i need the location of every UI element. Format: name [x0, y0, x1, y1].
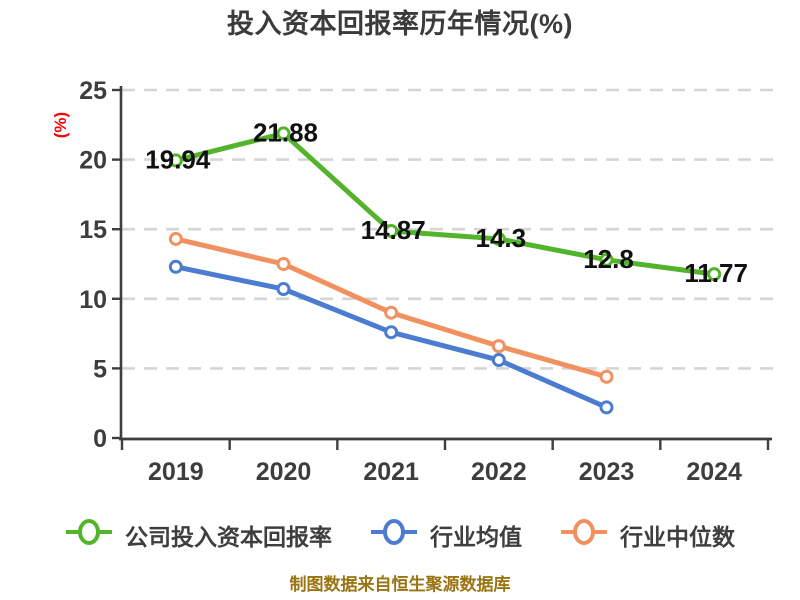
svg-text:2021: 2021 [363, 458, 419, 486]
svg-text:19.94: 19.94 [145, 144, 211, 174]
legend-item-industry-median[interactable]: 行业中位数 [560, 517, 735, 552]
svg-text:2019: 2019 [148, 458, 204, 486]
svg-text:15: 15 [79, 216, 107, 244]
legend-marker-industry-median-icon [560, 517, 608, 552]
svg-text:14.3: 14.3 [476, 223, 527, 253]
data-labels: 19.94 21.88 14.87 14.3 12.8 11.77 [145, 117, 748, 288]
legend-label-industry-median: 行业中位数 [620, 523, 735, 550]
svg-text:2020: 2020 [256, 458, 312, 486]
svg-text:5: 5 [93, 355, 107, 383]
legend-label-industry-average: 行业均值 [430, 523, 522, 550]
legend-label-company: 公司投入资本回报率 [125, 523, 332, 550]
y-axis: 0 5 10 15 20 25 [79, 77, 123, 453]
svg-text:14.87: 14.87 [361, 215, 426, 245]
legend-marker-industry-average-icon [370, 517, 418, 552]
chart-title: 投入资本回报率历年情况(%) [227, 9, 573, 39]
legend-item-company[interactable]: 公司投入资本回报率 [65, 517, 332, 552]
x-axis: 2019 2020 2021 2022 2023 2024 [119, 437, 772, 486]
data-source-note: 制图数据来自恒生聚源数据库 [289, 575, 511, 594]
svg-text:2022: 2022 [471, 458, 527, 486]
svg-text:12.8: 12.8 [583, 244, 634, 274]
legend-marker-company-icon [65, 517, 113, 552]
series-industry-average [168, 259, 614, 415]
series-company [168, 126, 722, 282]
series-industry-median [168, 231, 614, 384]
svg-text:20: 20 [79, 147, 107, 175]
svg-text:2023: 2023 [579, 458, 635, 486]
plot-area: 0 5 10 15 20 25 2019 2020 2021 2022 2023 2024 19.94 2… [79, 77, 776, 486]
svg-text:0: 0 [93, 425, 107, 453]
legend-item-industry-average[interactable]: 行业均值 [370, 517, 522, 552]
gridlines [122, 88, 776, 370]
svg-text:25: 25 [79, 77, 107, 105]
svg-text:21.88: 21.88 [253, 117, 318, 147]
legend: 公司投入资本回报率 行业均值 行业中位数 [0, 517, 800, 552]
svg-text:10: 10 [79, 286, 107, 314]
svg-text:11.77: 11.77 [684, 258, 748, 288]
svg-text:2024: 2024 [686, 458, 742, 486]
